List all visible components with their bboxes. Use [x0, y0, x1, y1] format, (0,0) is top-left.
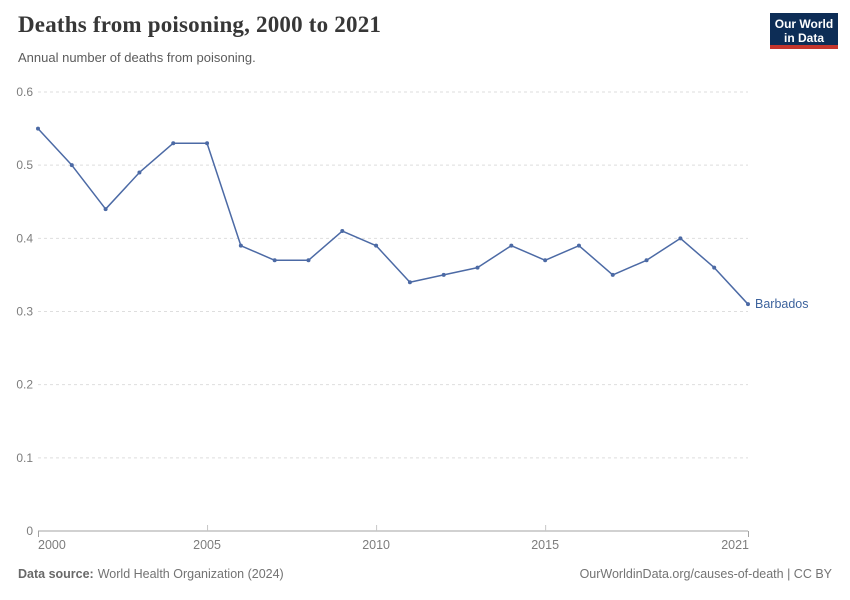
data-point[interactable] [644, 258, 649, 263]
data-point[interactable] [238, 243, 243, 248]
data-point[interactable] [103, 207, 108, 212]
data-point[interactable] [712, 265, 717, 270]
data-point[interactable] [205, 141, 210, 146]
x-tick-label: 2010 [362, 538, 390, 552]
owid-logo[interactable]: Our World in Data [770, 13, 838, 49]
page-title: Deaths from poisoning, 2000 to 2021 [18, 12, 382, 37]
data-source-label: Data source: [18, 567, 94, 581]
data-point[interactable] [509, 243, 514, 248]
data-point[interactable] [610, 272, 615, 277]
y-tick-label: 0.4 [16, 231, 33, 245]
data-point[interactable] [407, 280, 412, 285]
data-point[interactable] [171, 141, 176, 146]
owid-logo-line2: in Data [783, 30, 824, 45]
chart-footer: Data source: World Health Organization (2… [0, 567, 850, 581]
x-tick-label: 2015 [531, 538, 559, 552]
x-tick-label: 2021 [721, 538, 749, 552]
data-point[interactable] [36, 126, 40, 131]
data-point[interactable] [441, 272, 446, 277]
data-source-value: World Health Organization (2024) [97, 567, 284, 581]
attribution: OurWorldinData.org/causes-of-death | CC … [579, 567, 832, 581]
page-subtitle: Annual number of deaths from poisoning. [18, 50, 256, 65]
data-point[interactable] [678, 236, 683, 241]
x-tick-label: 2005 [193, 538, 221, 552]
data-point[interactable] [272, 258, 277, 263]
owid-logo-line1: Our World [774, 16, 834, 31]
line-chart-canvas[interactable]: 0 0.1 0.2 0.3 0.4 0.5 0.6 2000 2005 2010 2015 2021 B… [0, 80, 850, 565]
data-point[interactable] [475, 265, 480, 270]
data-point[interactable] [137, 170, 142, 175]
y-tick-label: 0.2 [16, 378, 33, 392]
y-tick-label: 0.6 [16, 85, 33, 99]
x-tick-label: 2000 [38, 538, 66, 552]
data-point[interactable] [576, 243, 581, 248]
data-point[interactable] [746, 302, 750, 307]
y-tick-label: 0.5 [16, 158, 33, 172]
y-tick-label: 0 [26, 524, 33, 538]
data-point[interactable] [69, 163, 74, 168]
series-line[interactable] [37, 127, 749, 305]
data-point[interactable] [543, 258, 548, 263]
data-point[interactable] [340, 229, 345, 234]
y-tick-label: 0.1 [16, 451, 33, 465]
y-tick-label: 0.3 [16, 305, 33, 319]
data-point[interactable] [306, 258, 311, 263]
data-source: Data source: World Health Organization (2… [18, 567, 284, 581]
data-point[interactable] [374, 243, 379, 248]
series-label: Barbados [755, 297, 809, 311]
